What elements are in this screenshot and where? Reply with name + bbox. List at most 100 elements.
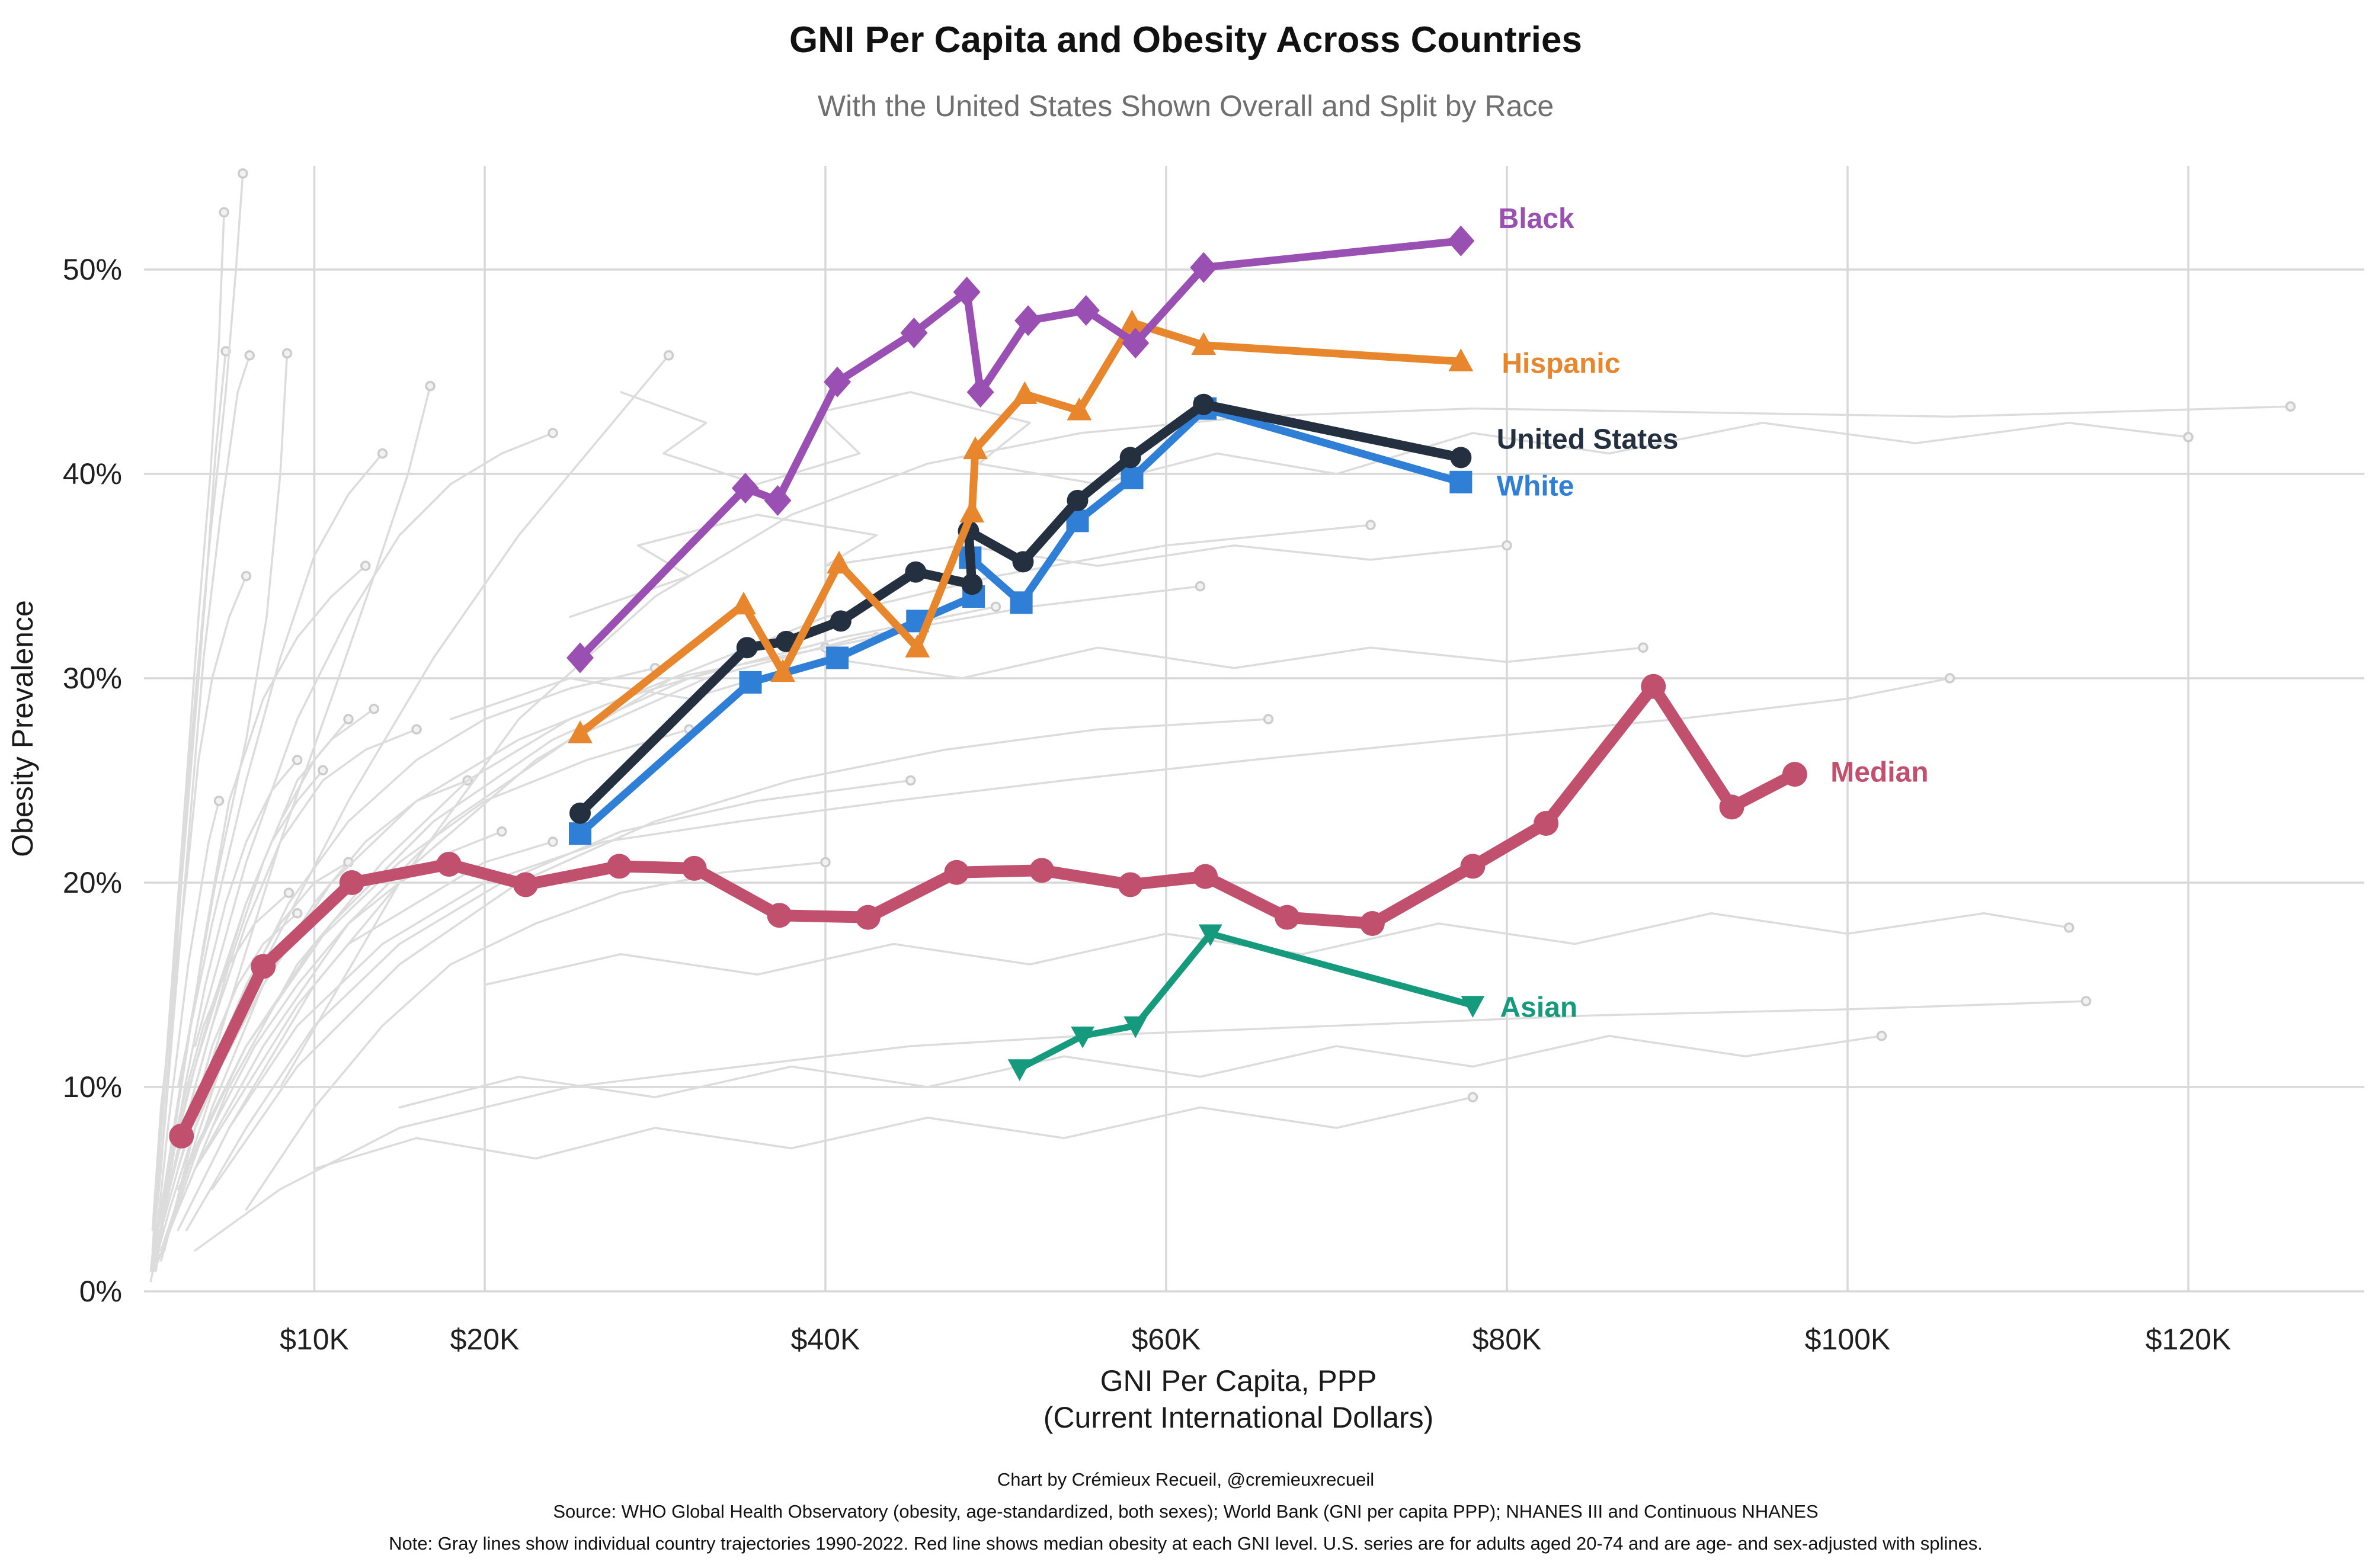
country-trajectory <box>211 718 1270 1191</box>
y-tick-50: 50% <box>63 253 122 286</box>
united-states-marker <box>736 637 758 659</box>
trajectory-end-dot <box>1195 581 1206 592</box>
y-tick-40: 40% <box>63 457 122 490</box>
x-tick-10k: $10K <box>280 1323 349 1356</box>
series-line-asian <box>1016 930 1476 1072</box>
median-marker <box>251 954 276 979</box>
series-labels: Median Asian White United States Hispanic Bla… <box>1497 203 1929 1024</box>
y-tick-0: 0% <box>79 1275 122 1308</box>
tick-labels: $10K $20K $40K $60K $80K $100K $120K 0% 10% 20% 30… <box>63 253 2231 1356</box>
trajectory-end-dot <box>238 168 248 179</box>
x-axis-title-line2: (Current International Dollars) <box>1043 1401 1434 1434</box>
asian-marker <box>1071 1027 1095 1048</box>
country-trajectory <box>484 912 2070 986</box>
hispanic-marker <box>731 591 756 615</box>
country-trajectory <box>151 800 220 1272</box>
country-trajectory <box>151 892 290 1252</box>
y-tick-10: 10% <box>63 1070 122 1104</box>
hispanic-marker <box>905 634 930 658</box>
trajectory-end-dot <box>244 350 255 361</box>
median-marker <box>1118 872 1143 897</box>
trajectory-end-dot <box>343 714 354 724</box>
trajectory-end-dot <box>2080 996 2092 1006</box>
trajectory-end-dot <box>820 857 831 868</box>
median-marker <box>1460 854 1486 879</box>
united-states-marker <box>1119 447 1141 469</box>
trajectory-end-dot <box>1467 1092 1478 1102</box>
trajectory-end-dot <box>411 724 422 735</box>
black-marker <box>731 473 759 504</box>
series-layer <box>169 225 1807 1149</box>
country-trajectory <box>185 779 912 1232</box>
country-trajectory <box>279 405 2292 1088</box>
x-axis-title-line1: GNI Per Capita, PPP <box>1100 1364 1377 1397</box>
country-trajectory <box>155 759 299 1272</box>
country-trajectory <box>160 728 690 1252</box>
asian-marker <box>1123 1016 1148 1038</box>
united-states-marker <box>1067 489 1089 511</box>
median-marker <box>1029 858 1055 883</box>
trajectory-end-dot <box>548 836 558 847</box>
country-trajectory <box>620 391 2189 485</box>
trajectory-end-dot <box>990 601 1001 612</box>
trajectory-end-dot <box>1263 714 1274 724</box>
united-states-marker <box>1193 393 1215 415</box>
median-marker <box>767 903 792 928</box>
united-states-marker <box>961 573 983 595</box>
median-marker <box>1275 905 1300 930</box>
white-marker <box>1121 466 1144 489</box>
white-marker <box>739 671 762 694</box>
series-label-median: Median <box>1830 757 1928 788</box>
trajectory-end-dot <box>663 350 674 361</box>
trajectory-end-dot <box>360 560 371 571</box>
united-states-marker <box>569 802 591 824</box>
median-marker <box>436 851 462 877</box>
median-marker <box>944 860 969 885</box>
country-trajectory <box>151 575 248 1232</box>
trajectory-end-dot <box>377 448 388 459</box>
hispanic-marker <box>963 436 988 460</box>
trajectory-end-dot <box>283 887 295 898</box>
black-marker <box>953 276 981 307</box>
hispanic-marker <box>568 720 593 743</box>
trajectory-end-dot <box>318 765 328 775</box>
series-median <box>169 674 1807 1149</box>
country-trajectory <box>569 514 1508 618</box>
series-black <box>566 225 1475 674</box>
median-marker <box>607 854 632 879</box>
united-states-marker <box>830 610 852 632</box>
series-asian <box>1007 924 1485 1081</box>
hispanic-marker <box>1119 309 1145 333</box>
united-states-marker <box>1012 551 1034 573</box>
hispanic-marker <box>959 499 985 523</box>
y-tick-30: 30% <box>63 662 122 695</box>
trajectory-end-dot <box>2183 432 2194 442</box>
trajectory-end-dot <box>1944 673 1955 684</box>
x-tick-20k: $20K <box>450 1323 520 1356</box>
trajectory-end-dot <box>241 570 252 582</box>
country-trajectory <box>156 565 367 1252</box>
hispanic-marker <box>1448 348 1474 371</box>
asian-marker <box>1007 1059 1032 1081</box>
x-tick-100k: $100K <box>1805 1323 1891 1356</box>
white-marker <box>826 646 849 669</box>
y-tick-20: 20% <box>63 866 122 899</box>
black-marker <box>1190 252 1218 283</box>
series-line-median <box>175 680 1801 1142</box>
black-marker <box>1122 328 1150 359</box>
country-trajectory <box>177 677 1951 1232</box>
hispanic-marker <box>827 550 852 574</box>
trajectory-end-dot <box>1876 1031 1887 1041</box>
footer-credit: Chart by Crémieux Recueil, @cremieuxrecu… <box>997 1469 1374 1490</box>
series-hispanic <box>568 309 1474 743</box>
trajectory-end-dot <box>213 796 225 806</box>
trajectory-end-dot <box>548 428 558 438</box>
series-white <box>569 397 1473 845</box>
united-states-marker <box>1450 447 1472 469</box>
series-label-hispanic: Hispanic <box>1502 348 1620 380</box>
series-label-black: Black <box>1499 203 1574 235</box>
series-line-hispanic <box>576 319 1465 737</box>
median-marker <box>1359 911 1385 936</box>
country-trajectory <box>449 646 1644 720</box>
black-marker <box>1447 225 1475 256</box>
